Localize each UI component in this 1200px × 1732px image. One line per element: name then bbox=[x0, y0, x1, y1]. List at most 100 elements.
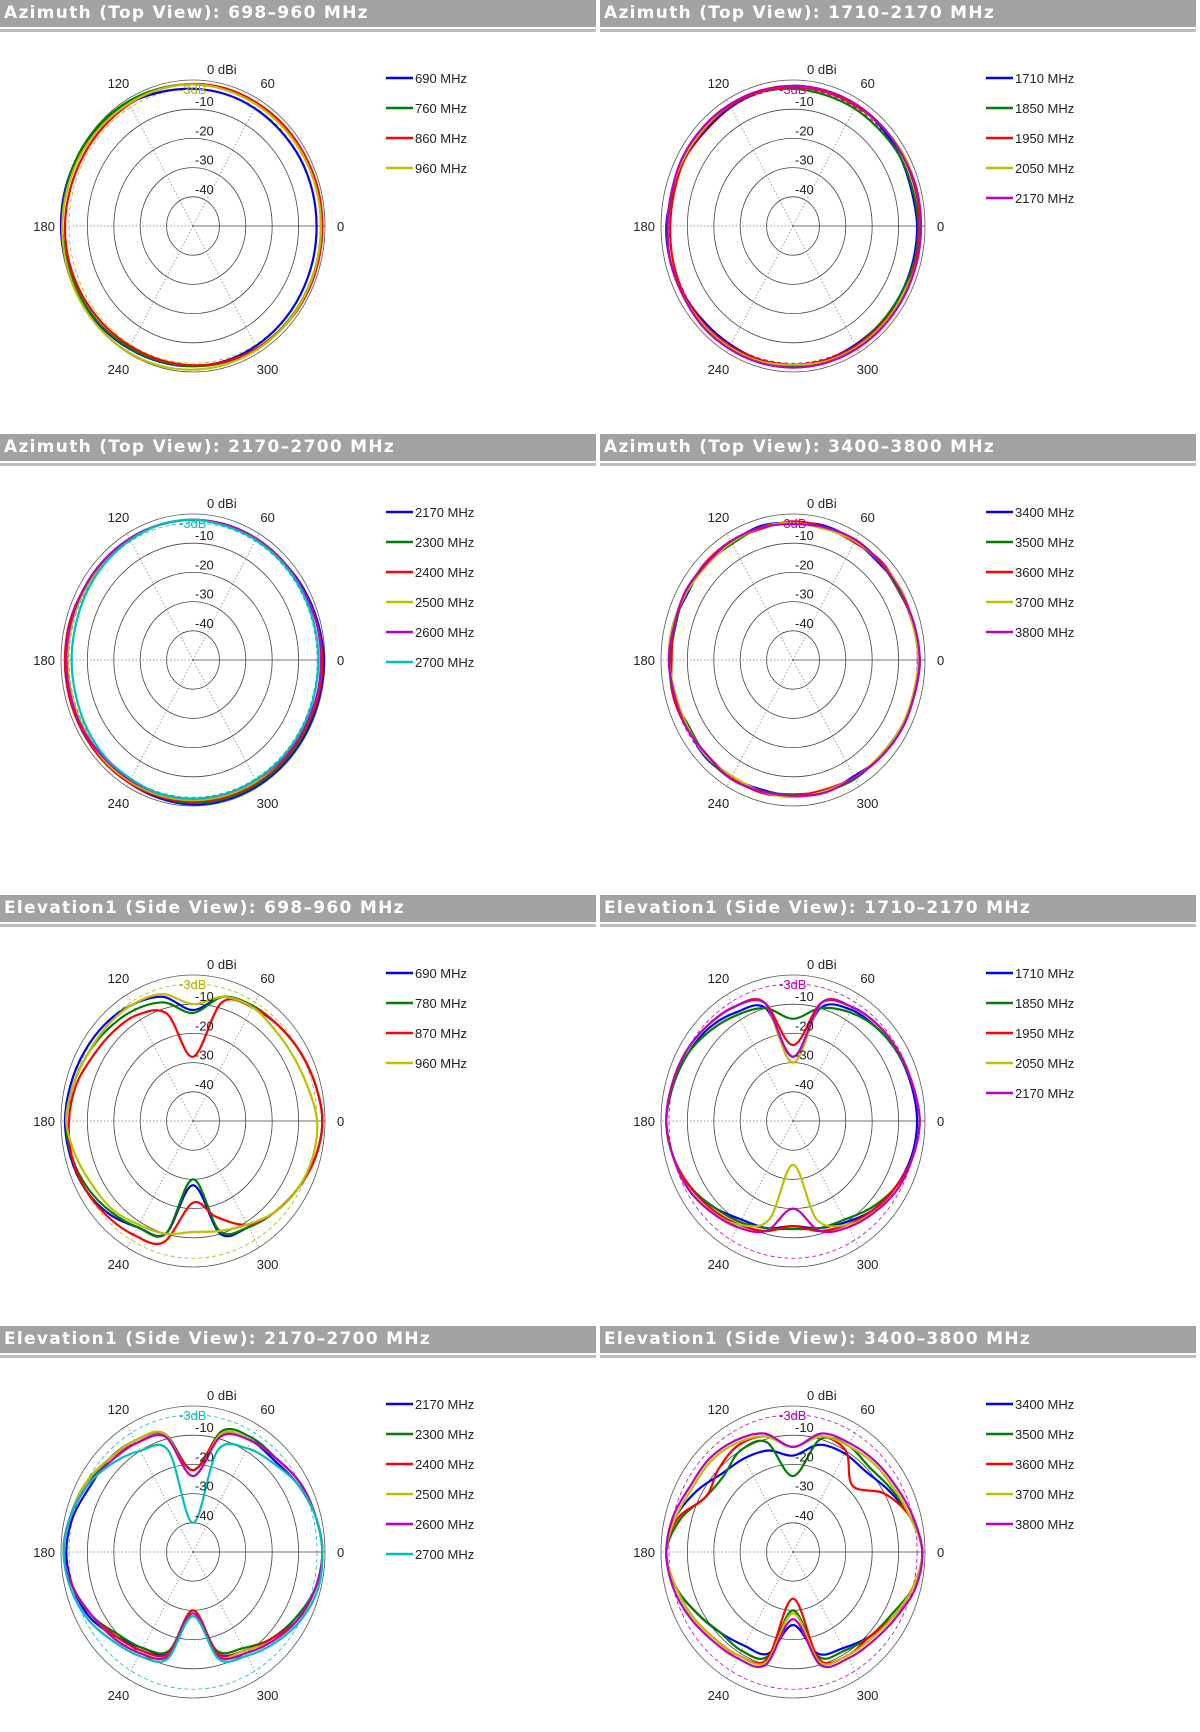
angle-tick-label: 120 bbox=[708, 76, 730, 91]
grid-spoke bbox=[726, 1120, 794, 1248]
angle-tick-label: 300 bbox=[857, 1257, 879, 1272]
legend-label: 870 MHz bbox=[415, 1026, 467, 1041]
reference-3db-label: -3dB bbox=[779, 1408, 806, 1423]
grid-spoke bbox=[192, 99, 260, 227]
radial-unit-label: 0 dBi bbox=[807, 957, 837, 972]
grid-spoke bbox=[792, 533, 860, 661]
angle-tick-label: 120 bbox=[708, 1402, 730, 1417]
chart-title: Elevation1 (Side View): 2170–2700 MHz bbox=[4, 1329, 432, 1349]
polar-plot: -10 -20 -30 -40 0 dBi-3dB 0 60 120 180 240 300 3400… bbox=[633, 496, 1074, 811]
radial-tick-label: -30 bbox=[795, 1048, 814, 1063]
legend-label: 2050 MHz bbox=[1015, 161, 1074, 176]
pattern-chart-panel: Azimuth (Top View): 1710–2170 MHz -10 -20 -… bbox=[600, 0, 1200, 434]
grid-spoke bbox=[792, 1120, 860, 1248]
legend-label: 2170 MHz bbox=[1015, 1086, 1074, 1101]
radial-tick-label: -10 bbox=[195, 1420, 214, 1435]
radial-tick-label: -40 bbox=[195, 1508, 214, 1523]
radial-tick-label: -20 bbox=[795, 123, 814, 138]
chart-title: Elevation1 (Side View): 698–960 MHz bbox=[4, 898, 405, 918]
radial-tick-label: -40 bbox=[795, 616, 814, 631]
angle-tick-label: 300 bbox=[257, 362, 279, 377]
radial-tick-label: -40 bbox=[195, 182, 214, 197]
chart-title-bar: Azimuth (Top View): 3400–3800 MHz bbox=[600, 434, 1196, 463]
reference-3db-label: -3dB bbox=[779, 82, 806, 97]
radial-tick-label: -20 bbox=[195, 557, 214, 572]
angle-tick-label: 0 bbox=[337, 653, 344, 668]
grid-spoke bbox=[792, 659, 860, 787]
chart-title-bar: Elevation1 (Side View): 2170–2700 MHz bbox=[0, 1326, 596, 1355]
angle-tick-label: 120 bbox=[108, 510, 130, 525]
radial-tick-label: -10 bbox=[795, 94, 814, 109]
legend-label: 3500 MHz bbox=[1015, 1427, 1074, 1442]
radial-unit-label: 0 dBi bbox=[807, 496, 837, 511]
legend-label: 2300 MHz bbox=[415, 535, 474, 550]
grid-spoke bbox=[726, 99, 794, 227]
polar-plot: -10 -20 -30 -40 0 dBi-3dB 0 60 120 180 240 300 690 … bbox=[33, 957, 467, 1272]
radial-tick-label: -20 bbox=[795, 1449, 814, 1464]
angle-tick-label: 0 bbox=[337, 1545, 344, 1560]
radial-unit-label: 0 dBi bbox=[807, 1388, 837, 1403]
angle-tick-label: 180 bbox=[633, 1545, 655, 1560]
series-curve-2700-mhz bbox=[62, 1442, 324, 1663]
angle-tick-label: 60 bbox=[860, 76, 874, 91]
radial-tick-label: -30 bbox=[195, 1048, 214, 1063]
grid-spoke bbox=[192, 533, 260, 661]
legend-label: 3700 MHz bbox=[1015, 595, 1074, 610]
reference-3db-label: -3dB bbox=[179, 82, 206, 97]
series-curve-860-mhz bbox=[63, 82, 324, 367]
angle-tick-label: 0 bbox=[937, 653, 944, 668]
grid-spoke bbox=[792, 1551, 860, 1679]
chart-title: Azimuth (Top View): 2170–2700 MHz bbox=[4, 437, 396, 457]
grid-spoke bbox=[126, 533, 194, 661]
chart-title: Elevation1 (Side View): 1710–2170 MHz bbox=[604, 898, 1032, 918]
chart-title: Azimuth (Top View): 3400–3800 MHz bbox=[604, 437, 996, 457]
legend-label: 2170 MHz bbox=[415, 505, 474, 520]
legend-label: 1950 MHz bbox=[1015, 131, 1074, 146]
radial-tick-label: -10 bbox=[195, 94, 214, 109]
legend-label: 860 MHz bbox=[415, 131, 467, 146]
legend-label: 2700 MHz bbox=[415, 1547, 474, 1562]
legend-label: 3400 MHz bbox=[1015, 505, 1074, 520]
radial-tick-label: -30 bbox=[195, 153, 214, 168]
angle-tick-label: 240 bbox=[708, 1257, 730, 1272]
radial-tick-label: -30 bbox=[195, 1479, 214, 1494]
pattern-chart-panel: Azimuth (Top View): 3400–3800 MHz -10 -20-… bbox=[600, 434, 1200, 895]
legend-label: 1950 MHz bbox=[1015, 1026, 1074, 1041]
angle-tick-label: 240 bbox=[708, 362, 730, 377]
reference-3db-label: -3dB bbox=[179, 1408, 206, 1423]
pattern-chart-panel: Elevation1 (Side View): 1710–2170 MHz -10… bbox=[600, 895, 1200, 1326]
angle-tick-label: 60 bbox=[260, 1402, 274, 1417]
legend-label: 760 MHz bbox=[415, 101, 467, 116]
grid-spoke bbox=[726, 659, 794, 787]
radial-tick-label: -10 bbox=[195, 528, 214, 543]
grid-spoke bbox=[192, 1425, 260, 1553]
angle-tick-label: 60 bbox=[260, 971, 274, 986]
radial-tick-label: -40 bbox=[795, 182, 814, 197]
angle-tick-label: 240 bbox=[708, 1688, 730, 1703]
reference-3db-label: -3dB bbox=[179, 516, 206, 531]
angle-tick-label: 120 bbox=[708, 971, 730, 986]
legend-label: 3400 MHz bbox=[1015, 1397, 1074, 1412]
chart-title-bar: Azimuth (Top View): 2170–2700 MHz bbox=[0, 434, 596, 463]
legend-label: 1850 MHz bbox=[1015, 101, 1074, 116]
series-curve-690-mhz bbox=[59, 87, 318, 368]
pattern-chart-panel: Azimuth (Top View): 698–960 MHz -10 -20 -30… bbox=[0, 0, 600, 434]
radial-tick-label: -20 bbox=[195, 1018, 214, 1033]
grid-spoke bbox=[126, 1551, 194, 1679]
chart-title-bar: Azimuth (Top View): 1710–2170 MHz bbox=[600, 0, 1196, 29]
angle-tick-label: 240 bbox=[108, 796, 130, 811]
legend-label: 2170 MHz bbox=[1015, 191, 1074, 206]
legend-label: 960 MHz bbox=[415, 161, 467, 176]
angle-tick-label: 120 bbox=[708, 510, 730, 525]
reference-3db-ring bbox=[68, 1414, 318, 1690]
angle-tick-label: 180 bbox=[33, 1545, 55, 1560]
angle-tick-label: 180 bbox=[33, 653, 55, 668]
grid-spoke bbox=[792, 1425, 860, 1553]
radial-tick-label: -20 bbox=[195, 1449, 214, 1464]
grid-spoke bbox=[192, 994, 260, 1122]
pattern-chart-panel: Elevation1 (Side View): 2170–2700 MHz -10… bbox=[0, 1326, 600, 1732]
legend-label: 2170 MHz bbox=[415, 1397, 474, 1412]
series-curve-2170-mhz bbox=[666, 84, 923, 369]
angle-tick-label: 180 bbox=[633, 653, 655, 668]
legend-label: 3500 MHz bbox=[1015, 535, 1074, 550]
